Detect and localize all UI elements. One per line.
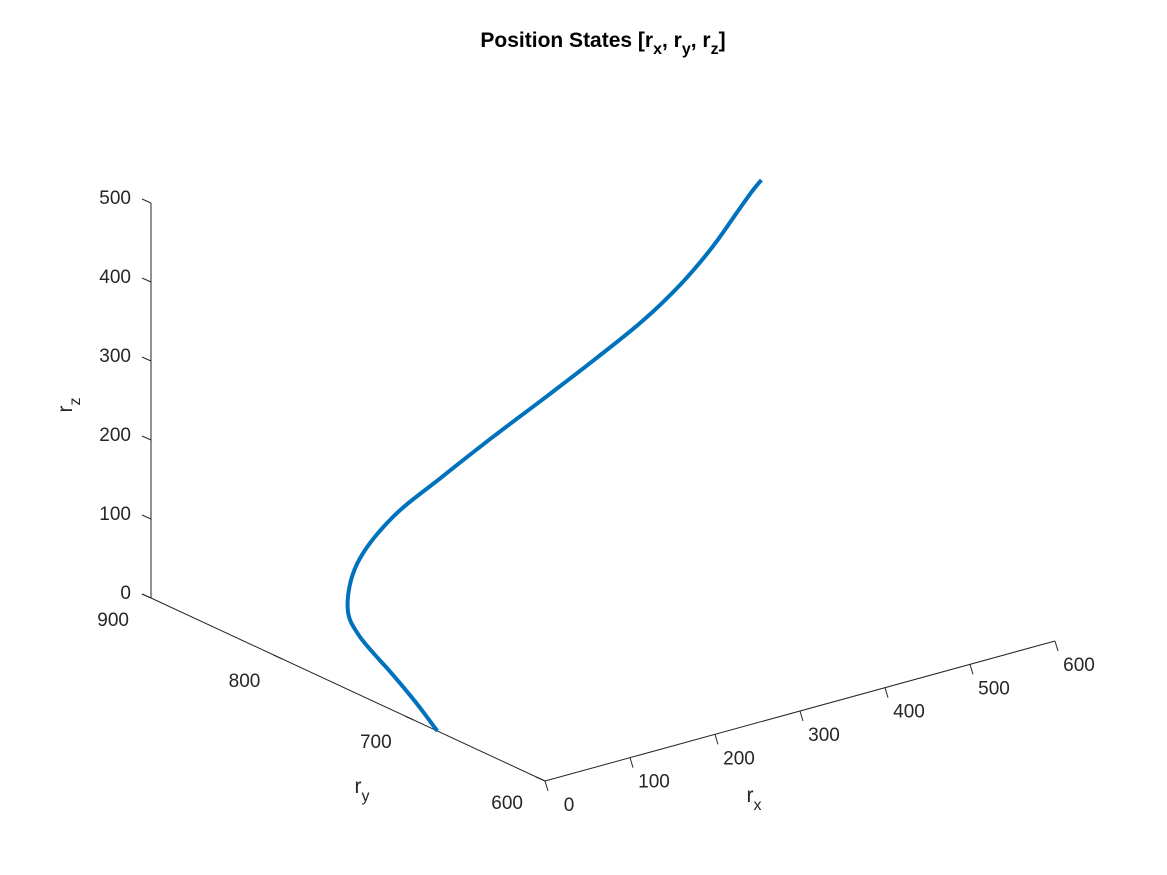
y-tick-label: 800 (229, 671, 261, 692)
z-tick-label: 500 (99, 188, 131, 209)
y-tick-label: 900 (97, 610, 129, 631)
y-tick-mark (535, 776, 546, 782)
y-tick-mark (273, 654, 283, 660)
chart-title: Position States [rx, ry, rz] (480, 29, 725, 58)
x-tick-label: 100 (638, 772, 670, 793)
y-tick-label: 700 (360, 732, 392, 753)
x-tick-label: 300 (808, 725, 840, 746)
z-tick-mark (141, 356, 152, 362)
x-tick-label: 500 (978, 678, 1010, 699)
trajectory-line (345, 178, 763, 733)
z-tick-mark (141, 435, 152, 441)
y-tick-mark (404, 715, 414, 721)
y-axis-label: ry (355, 775, 370, 805)
z-tick-label: 0 (120, 583, 131, 604)
x-tick-mark (799, 710, 804, 722)
x-tick-mark (544, 780, 549, 792)
x-tick-label: 600 (1063, 655, 1095, 676)
y-tick-label: 600 (491, 793, 523, 814)
z-tick-mark (141, 198, 152, 204)
x-tick-mark (629, 757, 634, 768)
x-tick-label: 400 (893, 702, 925, 723)
x-tick-mark (714, 734, 719, 745)
z-tick-label: 400 (99, 267, 131, 288)
x-tick-mark (969, 664, 974, 675)
x-tick-label: 0 (564, 795, 575, 816)
x-tick-mark (1054, 640, 1059, 652)
y-axis-line (150, 597, 546, 782)
x-tick-mark (884, 687, 889, 698)
z-tick-mark (141, 277, 152, 283)
z-axis-label: rz (54, 398, 84, 413)
z-tick-mark (141, 514, 152, 520)
z-tick-label: 300 (99, 346, 131, 367)
z-tick-label: 200 (99, 425, 131, 446)
z-tick-mark (141, 593, 152, 599)
x-axis-label: rx (747, 784, 762, 814)
z-tick-label: 100 (99, 504, 131, 525)
x-tick-label: 200 (723, 748, 755, 769)
